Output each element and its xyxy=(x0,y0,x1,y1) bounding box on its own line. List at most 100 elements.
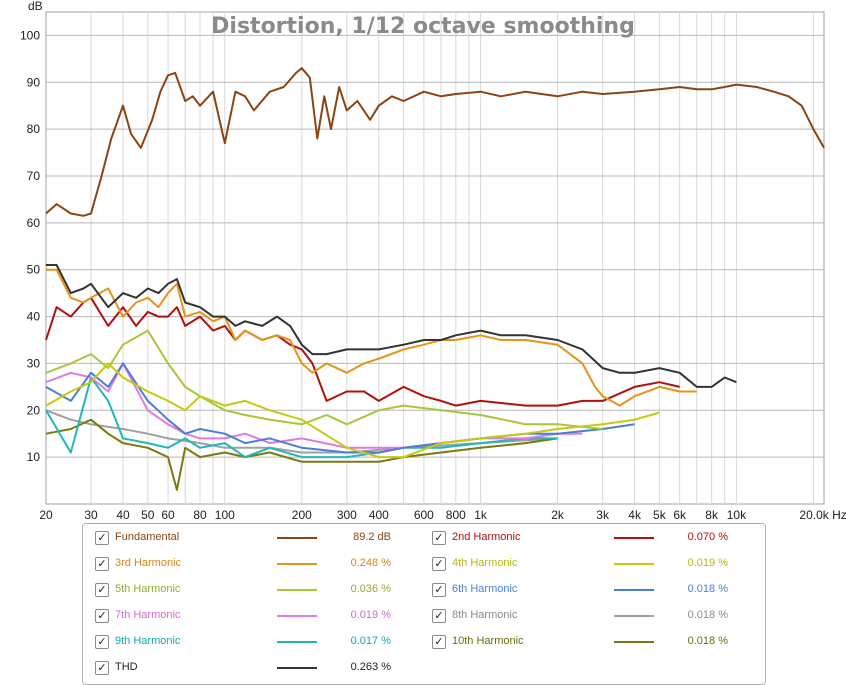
legend-value: 0.018 % xyxy=(687,609,728,621)
legend-swatch xyxy=(614,589,654,591)
series-line-9th-harmonic xyxy=(45,376,558,459)
legend-label: 8th Harmonic xyxy=(452,609,518,621)
legend-value: 0.018 % xyxy=(687,583,728,595)
legend-label: 6th Harmonic xyxy=(452,583,518,595)
legend-swatch xyxy=(277,641,317,643)
legend-value: 0.018 % xyxy=(687,635,728,647)
series-line-fundamental xyxy=(45,67,825,217)
x-tick-label: 2k xyxy=(551,508,565,522)
y-tick-label: 30 xyxy=(27,356,41,370)
y-axis: 10 20 30 40 50 60 70 80 90 100 xyxy=(20,28,40,464)
legend-value: 0.019 % xyxy=(350,609,391,621)
x-tick-label: 50 xyxy=(141,508,155,522)
x-axis: 20 30 40 50 60 80 100 200 300 400 600 800 1k 2k 3k 4k 5k… xyxy=(39,508,846,522)
legend-swatch xyxy=(614,615,654,617)
series-line-10th-harmonic xyxy=(45,418,558,491)
y-tick-label: 20 xyxy=(27,403,41,417)
x-tick-label: 200 xyxy=(292,508,312,522)
legend-label: Fundamental xyxy=(115,531,180,543)
legend-checkbox-thd[interactable]: ✓ xyxy=(95,661,109,675)
legend-checkbox-8th-harmonic[interactable]: ✓ xyxy=(432,609,446,623)
legend-label: 2nd Harmonic xyxy=(452,531,521,543)
legend-value: 0.036 % xyxy=(350,583,391,595)
legend-checkbox-10th-harmonic[interactable]: ✓ xyxy=(432,635,446,649)
legend-value: 0.263 % xyxy=(350,661,391,673)
legend-item-2nd-harmonic: ✓ 2nd Harmonic 0.070 % xyxy=(432,528,732,548)
x-tick-label: 3k xyxy=(596,508,610,522)
x-tick-label: 40 xyxy=(116,508,130,522)
x-tick-label: 60 xyxy=(161,508,175,522)
x-tick-label: 1k xyxy=(474,508,488,522)
legend-label: 10th Harmonic xyxy=(452,635,524,647)
x-tick-label: 30 xyxy=(84,508,98,522)
x-tick-label: 600 xyxy=(414,508,434,522)
legend-item-3rd-harmonic: ✓ 3rd Harmonic 0.248 % xyxy=(95,554,395,574)
legend-checkbox-5th-harmonic[interactable]: ✓ xyxy=(95,583,109,597)
legend-label: 4th Harmonic xyxy=(452,557,518,569)
legend-swatch xyxy=(277,589,317,591)
x-tick-label: 6k xyxy=(673,508,687,522)
y-tick-label: 70 xyxy=(27,169,41,183)
series-lines xyxy=(45,67,825,491)
x-tick-label: 800 xyxy=(446,508,466,522)
x-tick-label: 4k xyxy=(628,508,642,522)
legend-value: 0.248 % xyxy=(350,557,391,569)
legend-item-6th-harmonic: ✓ 6th Harmonic 0.018 % xyxy=(432,580,732,600)
legend-label: 7th Harmonic xyxy=(115,609,181,621)
legend-label: 3rd Harmonic xyxy=(115,557,182,569)
x-tick-label: 400 xyxy=(369,508,389,522)
legend-swatch xyxy=(614,641,654,643)
legend-checkbox-7th-harmonic[interactable]: ✓ xyxy=(95,609,109,623)
series-line-3rd-harmonic xyxy=(46,268,697,407)
distortion-chart: 10 20 30 40 50 60 70 80 90 100 20 30 40 50 60 80 100 200… xyxy=(20,0,846,522)
legend-checkbox-2nd-harmonic[interactable]: ✓ xyxy=(432,531,446,545)
y-tick-label: 40 xyxy=(27,310,41,324)
y-tick-label: 10 xyxy=(27,450,41,464)
legend-item-4th-harmonic: ✓ 4th Harmonic 0.019 % xyxy=(432,554,732,574)
legend-swatch xyxy=(277,563,317,565)
y-tick-label: 80 xyxy=(27,122,41,136)
legend-checkbox-6th-harmonic[interactable]: ✓ xyxy=(432,583,446,597)
series-line-4th-harmonic xyxy=(45,362,660,459)
legend-item-fundamental: ✓ Fundamental 89.2 dB xyxy=(95,528,395,548)
legend-value: 0.070 % xyxy=(687,531,728,543)
series-line-thd xyxy=(46,264,737,388)
x-tick-label: 80 xyxy=(193,508,207,522)
legend-label: 9th Harmonic xyxy=(115,635,181,647)
y-axis-unit-label: dB xyxy=(28,0,43,13)
x-tick-label: 100 xyxy=(215,508,235,522)
x-tick-label: 300 xyxy=(337,508,357,522)
chart-title: Distortion, 1/12 octave smoothing xyxy=(211,14,635,39)
y-tick-label: 50 xyxy=(27,263,41,277)
y-tick-label: 90 xyxy=(27,75,41,89)
x-tick-label: 20.0k Hz xyxy=(799,508,846,522)
y-tick-label: 60 xyxy=(27,216,41,230)
y-tick-label: 100 xyxy=(20,28,40,42)
legend-item-thd: ✓ THD 0.263 % xyxy=(95,658,395,678)
legend-label: THD xyxy=(115,661,138,673)
legend-checkbox-3rd-harmonic[interactable]: ✓ xyxy=(95,557,109,571)
legend-item-5th-harmonic: ✓ 5th Harmonic 0.036 % xyxy=(95,580,395,600)
legend-item-9th-harmonic: ✓ 9th Harmonic 0.017 % xyxy=(95,632,395,652)
legend-swatch xyxy=(277,537,317,539)
legend-checkbox-fundamental[interactable]: ✓ xyxy=(95,531,109,545)
legend-swatch xyxy=(277,667,317,669)
legend-checkbox-9th-harmonic[interactable]: ✓ xyxy=(95,635,109,649)
grid xyxy=(46,12,824,504)
legend-item-7th-harmonic: ✓ 7th Harmonic 0.019 % xyxy=(95,606,395,626)
legend-checkbox-4th-harmonic[interactable]: ✓ xyxy=(432,557,446,571)
legend-item-8th-harmonic: ✓ 8th Harmonic 0.018 % xyxy=(432,606,732,626)
legend-swatch xyxy=(277,615,317,617)
legend-label: 5th Harmonic xyxy=(115,583,181,595)
series-line-5th-harmonic xyxy=(45,329,603,430)
x-tick-label: 5k xyxy=(653,508,667,522)
legend-swatch xyxy=(614,537,654,539)
legend-value: 89.2 dB xyxy=(353,531,391,543)
legend-value: 0.019 % xyxy=(687,557,728,569)
x-tick-label: 8k xyxy=(705,508,719,522)
x-tick-label: 10k xyxy=(727,508,747,522)
legend-item-10th-harmonic: ✓ 10th Harmonic 0.018 % xyxy=(432,632,732,652)
legend-value: 0.017 % xyxy=(350,635,391,647)
legend-panel: ✓ Fundamental 89.2 dB ✓ 2nd Harmonic 0.070 % ✓… xyxy=(82,523,766,685)
legend-swatch xyxy=(614,563,654,565)
